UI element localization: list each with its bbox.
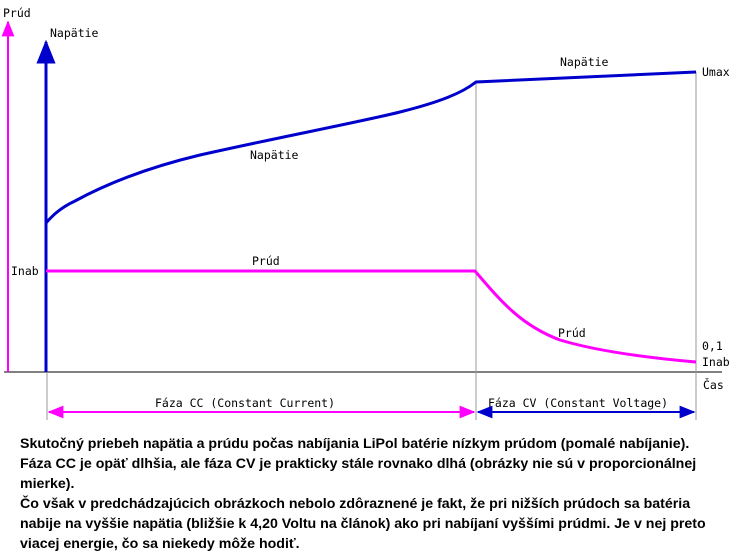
caption-paragraph-2: Čo však v predchádzajúcich obrázkoch neb… xyxy=(20,496,706,552)
voltage-max-label: Umax xyxy=(702,65,730,79)
current-curve xyxy=(46,269,697,364)
current-axis-label: Prúd xyxy=(3,6,31,20)
charging-diagram: Prúd Napätie Čas Napätie Napätie Umax Pr… xyxy=(1,6,730,420)
current-label-right: Prúd xyxy=(558,326,586,340)
voltage-label-upper: Napätie xyxy=(560,55,609,69)
time-axis-label: Čas xyxy=(703,377,724,392)
current-end-label-line2: Inab xyxy=(702,355,730,369)
caption-paragraph-1: Skutočný priebeh napätia a prúdu počas n… xyxy=(20,436,697,492)
voltage-label-lower: Napätie xyxy=(250,148,299,162)
voltage-curve xyxy=(44,70,697,224)
current-charge-label: Inab xyxy=(11,264,39,278)
cc-phase-label: Fáza CC (Constant Current) xyxy=(155,396,335,410)
cv-phase-label: Fáza CV (Constant Voltage) xyxy=(488,396,668,410)
current-label-left: Prúd xyxy=(252,254,280,268)
current-end-label-line1: 0,1 xyxy=(702,339,723,353)
voltage-axis-label: Napätie xyxy=(50,26,99,40)
caption: Skutočný priebeh napätia a prúdu počas n… xyxy=(20,434,720,554)
